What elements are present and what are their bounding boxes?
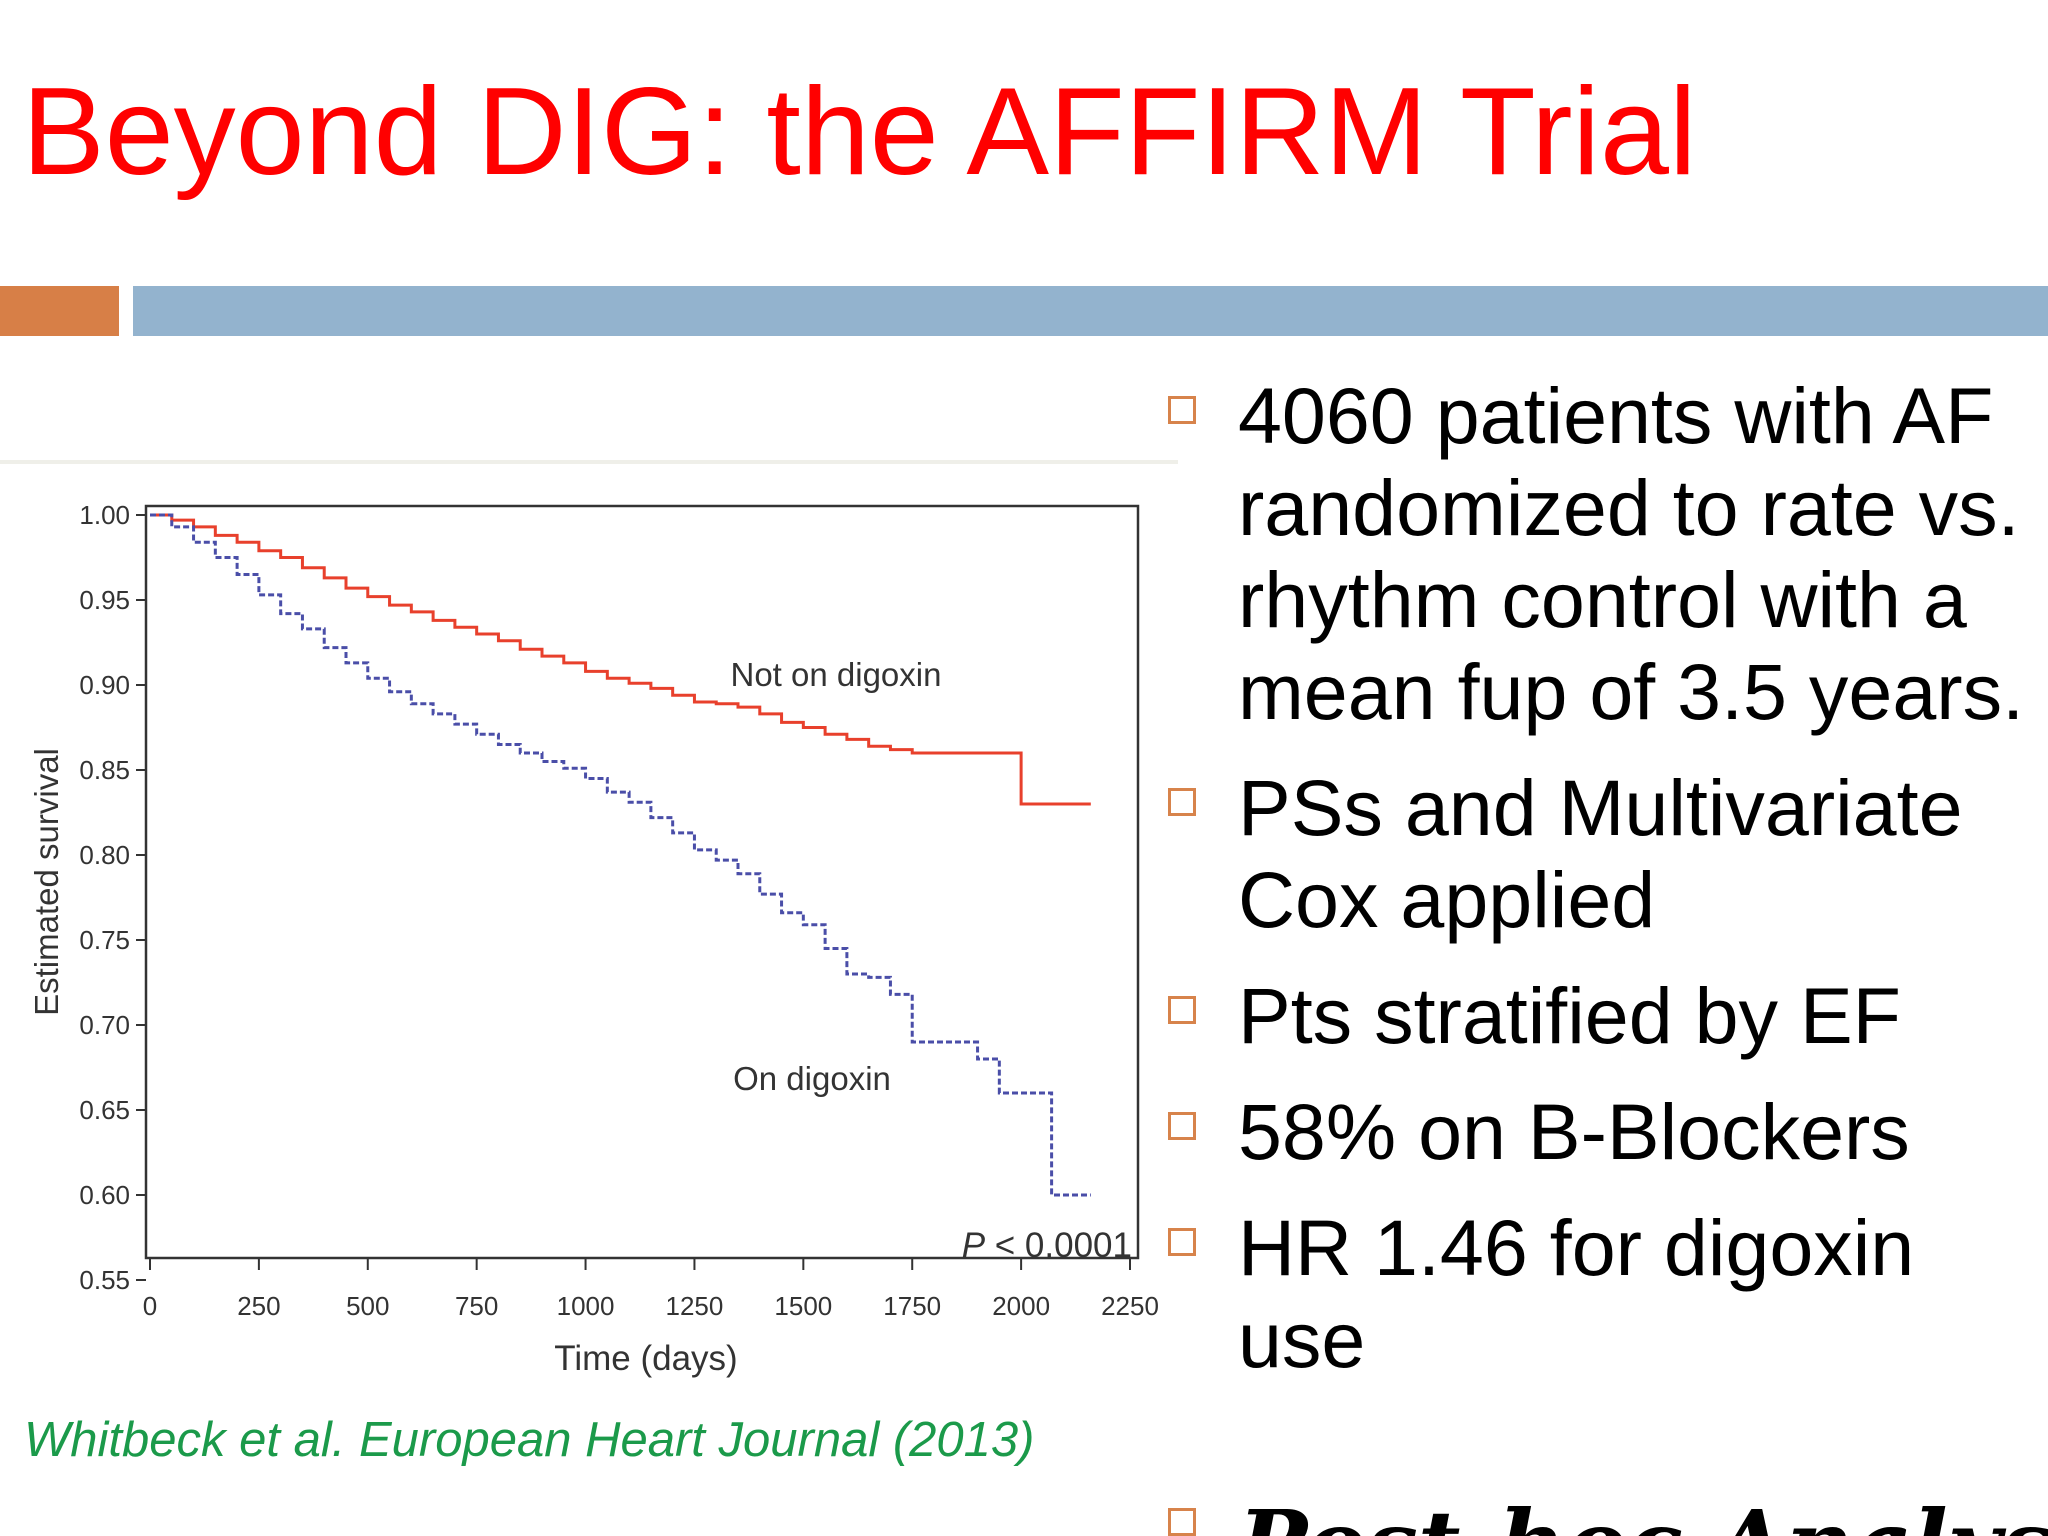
plot-frame [144,504,1140,1260]
y-tick-label: 0.80 [79,840,130,870]
citation: Whitbeck et al. European Heart Journal (… [24,1413,1035,1467]
x-axis-label: Time (days) [554,1339,737,1378]
checkbox-bullet-icon [1168,1228,1196,1256]
series-line-on-digoxin [150,513,1091,1197]
x-ticks: 0 250 500 750 1000 1250 1500 1750 2000 2250 [143,1258,1159,1321]
y-tick-label: 0.70 [79,1010,130,1040]
accent-bar-orange [0,286,119,336]
survival-chart: 0 250 500 750 1000 1250 1500 1750 2000 2250 1.00 0… [0,470,1180,1405]
bullet-item: 4060 patients with AF randomized to rate… [1160,370,2048,738]
checkbox-bullet-icon [1168,396,1196,424]
checkbox-bullet-icon [1168,788,1196,816]
bullet-item-cut-off: Post-hoc Analysis [1160,1490,2048,1536]
y-tick-label: 0.95 [79,585,130,615]
x-tick-label: 1500 [774,1291,832,1321]
bullet-text: HR 1.46 for digoxin use [1238,1203,1915,1384]
bullet-item: HR 1.46 for digoxin use [1160,1202,2048,1386]
x-tick-label: 500 [346,1291,389,1321]
series-label-not-on-digoxin: Not on digoxin [731,656,942,693]
p-value-annotation: P < 0.0001 [962,1226,1132,1265]
bullet-text: 4060 patients with AF randomized to rate… [1238,371,2025,736]
x-tick-label: 2250 [1101,1291,1159,1321]
series-label-on-digoxin: On digoxin [733,1060,891,1097]
bullet-text: Post-hoc Analysis [1238,1498,2048,1536]
x-tick-label: 250 [237,1291,280,1321]
y-tick-label: 0.55 [79,1265,130,1295]
y-ticks: 1.00 0.95 0.90 0.85 0.80 0.75 0.70 0.65 0.60 0.55 [79,500,146,1295]
series-lines [150,513,1091,1197]
bullet-item: Pts stratified by EF [1160,970,2048,1062]
bullet-item: 58% on B-Blockers [1160,1086,2048,1178]
slide-title: Beyond DIG: the AFFIRM Trial [22,63,1697,201]
checkbox-bullet-icon [1168,1508,1196,1536]
y-tick-label: 0.90 [79,670,130,700]
y-tick-label: 0.65 [79,1095,130,1125]
x-tick-label: 1750 [883,1291,941,1321]
y-tick-label: 0.75 [79,925,130,955]
series-line-not-on-digoxin [150,513,1091,806]
bullet-item: PSs and Multivariate Cox applied [1160,762,2048,946]
bullet-text: 58% on B-Blockers [1238,1087,1910,1176]
checkbox-bullet-icon [1168,1112,1196,1140]
y-tick-label: 0.60 [79,1180,130,1210]
bullet-text: Pts stratified by EF [1238,971,1901,1060]
accent-bar-blue [133,286,2048,336]
x-tick-label: 2000 [992,1291,1050,1321]
x-tick-label: 750 [455,1291,498,1321]
x-tick-label: 1000 [557,1291,615,1321]
x-tick-label: 1250 [666,1291,724,1321]
y-axis-label: Estimated survival [28,748,65,1016]
x-tick-label: 0 [143,1291,157,1321]
y-tick-label: 1.00 [79,500,130,530]
bullet-list: 4060 patients with AF randomized to rate… [1160,370,2048,1410]
y-tick-label: 0.85 [79,755,130,785]
checkbox-bullet-icon [1168,996,1196,1024]
figure-top-rule [0,460,1178,464]
bullet-text: PSs and Multivariate Cox applied [1238,763,1963,944]
